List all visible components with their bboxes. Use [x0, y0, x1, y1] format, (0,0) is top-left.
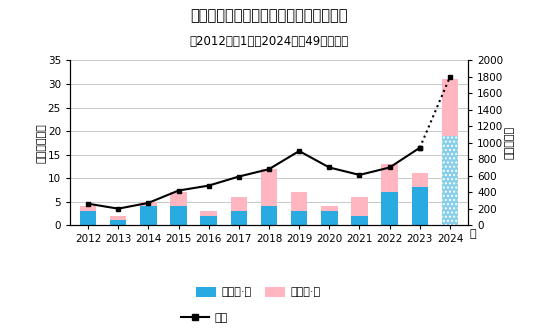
Bar: [412, 173, 428, 187]
Bar: [381, 164, 398, 192]
Bar: [140, 206, 157, 225]
Bar: [381, 192, 398, 225]
Legend: 群馬県·男, 群馬県·女: 群馬県·男, 群馬県·女: [192, 282, 325, 302]
Bar: [321, 206, 338, 211]
Bar: [442, 79, 458, 136]
Bar: [261, 169, 277, 206]
Bar: [170, 192, 187, 206]
Bar: [351, 216, 368, 225]
Y-axis label: 全国（人）: 全国（人）: [505, 126, 515, 159]
Bar: [412, 187, 428, 225]
Text: 劇症型溶血性レンサ球菌感染症の報告数: 劇症型溶血性レンサ球菌感染症の報告数: [190, 8, 348, 24]
Bar: [170, 206, 187, 225]
Bar: [200, 216, 217, 225]
Text: 年: 年: [470, 228, 476, 239]
Bar: [291, 211, 307, 225]
Bar: [442, 136, 458, 225]
Bar: [80, 211, 96, 225]
Bar: [140, 202, 157, 206]
Bar: [231, 211, 247, 225]
Bar: [321, 211, 338, 225]
Legend: 全国: 全国: [176, 308, 232, 327]
Bar: [231, 197, 247, 211]
Text: （2012年第1週〜2024年第49週まで）: （2012年第1週〜2024年第49週まで）: [189, 35, 349, 48]
Bar: [200, 211, 217, 216]
Y-axis label: 群馬県（人）: 群馬県（人）: [36, 123, 46, 163]
Bar: [442, 136, 458, 225]
Bar: [261, 206, 277, 225]
Bar: [110, 216, 126, 220]
Bar: [110, 220, 126, 225]
Bar: [80, 206, 96, 211]
Bar: [291, 192, 307, 211]
Bar: [351, 197, 368, 216]
